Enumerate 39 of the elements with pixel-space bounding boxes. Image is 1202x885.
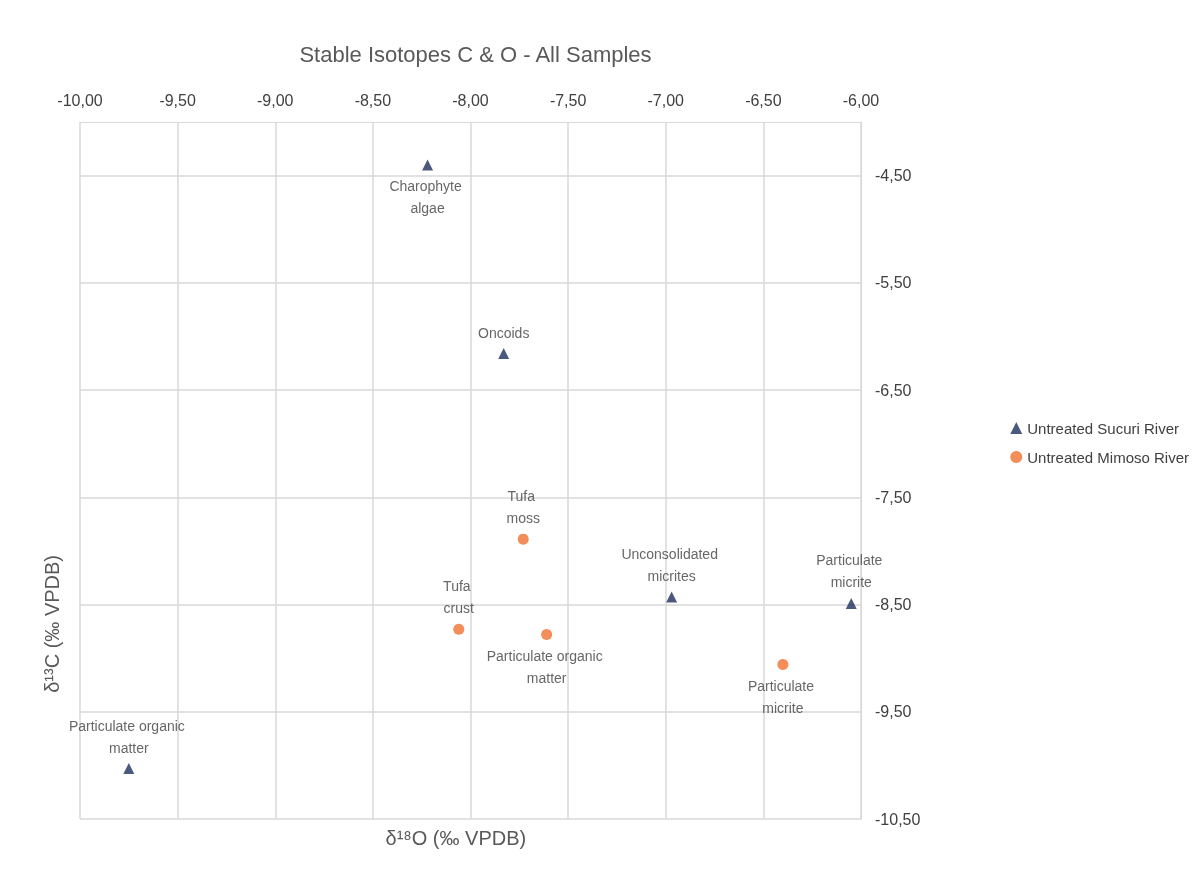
y-axis-title: δ¹³C (‰ VPDB) [41, 555, 63, 693]
y-tick-label: -8,50 [875, 596, 912, 614]
x-tick-label: -8,50 [354, 91, 392, 109]
x-tick-label: -8,00 [452, 91, 489, 109]
chart-title: Stable Isotopes C & O - All Samples [299, 41, 652, 67]
point [517, 533, 529, 545]
point [541, 629, 553, 641]
y-tick-label: -5,50 [875, 274, 912, 292]
x-tick-label: -10,00 [57, 91, 103, 109]
point [123, 763, 135, 775]
annotation: Unconsolidated micrites [621, 546, 722, 585]
point [845, 597, 857, 609]
annotation: Oncoids [478, 324, 530, 341]
annotation: Particulate micrite [816, 552, 887, 591]
y-tick-label: -10,50 [875, 810, 921, 828]
y-tick-label: -7,50 [875, 488, 912, 506]
x-tick-label: -6,00 [842, 91, 880, 109]
legend-label: Untreated Sucuri River [1027, 419, 1180, 437]
annotation: Tufa moss [506, 488, 540, 527]
point [666, 591, 678, 603]
x-tick-label: -9,50 [159, 91, 196, 109]
x-tick-label: -9,00 [257, 91, 294, 109]
x-tick-label: -6,50 [745, 91, 782, 109]
annotation: Particulate organic matter [486, 647, 607, 686]
x-axis-title: δ¹⁸O (‰ VPDB) [385, 827, 527, 849]
annotation: Tufa crust [443, 578, 475, 617]
annotation: Particulate organic matter [68, 717, 189, 756]
point [453, 623, 465, 635]
x-tick-label: -7,00 [647, 91, 685, 109]
y-tick-label: -4,50 [875, 167, 912, 185]
legend-label: Untreated Mimoso River [1027, 448, 1189, 466]
annotation: Charophyte algae [389, 177, 466, 216]
point [498, 348, 510, 360]
point [422, 159, 434, 171]
y-tick-label: -6,50 [875, 381, 912, 399]
x-tick-label: -7,50 [549, 91, 587, 109]
annotation: Particulate micrite [747, 677, 818, 716]
y-tick-label: -9,50 [875, 703, 912, 721]
point [777, 659, 789, 671]
